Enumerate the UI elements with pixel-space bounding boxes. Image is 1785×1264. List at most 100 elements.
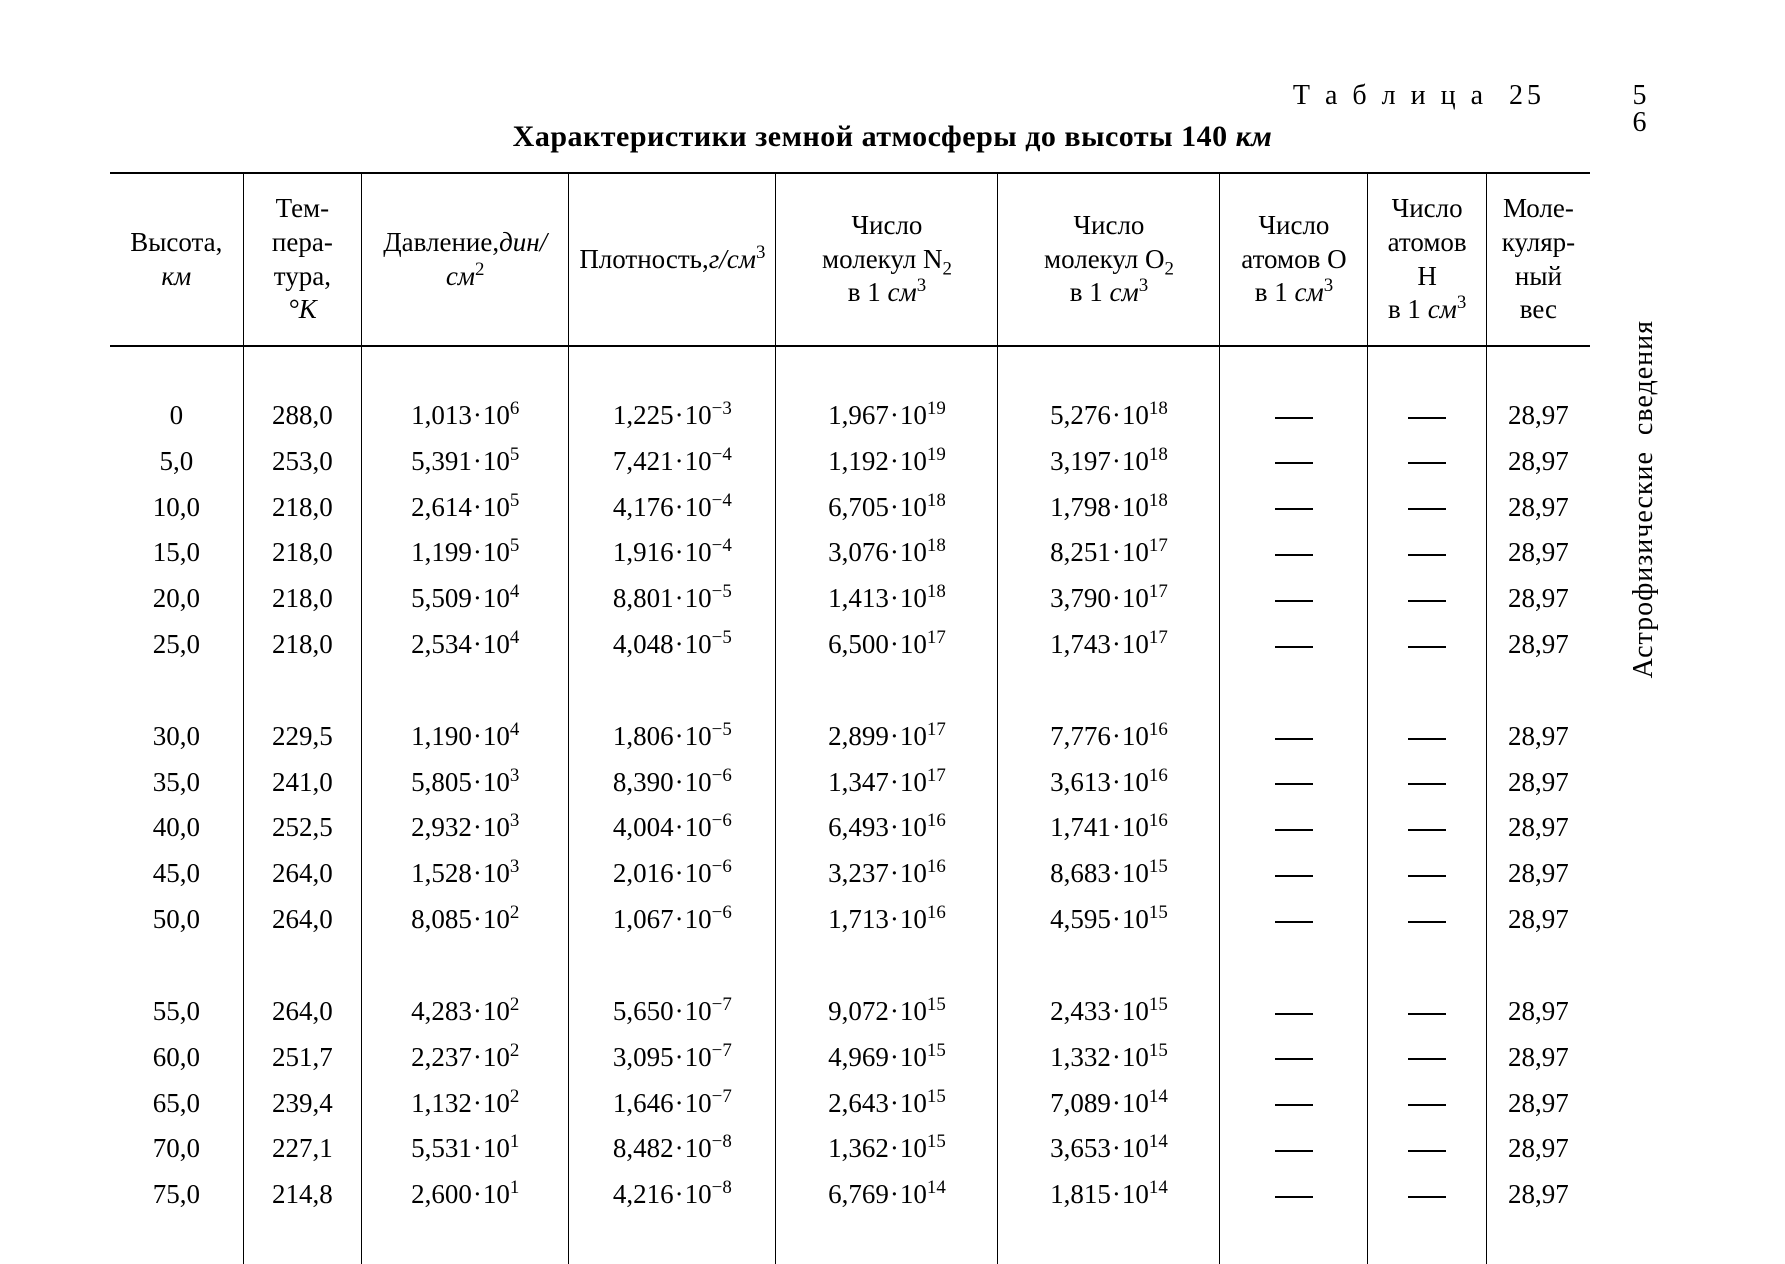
table-cell [1368,989,1486,1035]
table-row: 60,0251,72,237·1023,095·10−74,969·10151,… [110,1035,1590,1081]
table-row: 55,0264,04,283·1025,650·10−79,072·10152,… [110,989,1590,1035]
table-cell [1368,485,1486,531]
table-cell: 70,0 [110,1126,243,1172]
table-cell: 28,97 [1486,1035,1590,1081]
table-cell [1368,1081,1486,1127]
table-cell [1368,530,1486,576]
table-cell: 227,1 [243,1126,361,1172]
table-cell [1220,1126,1368,1172]
table-cell: 229,5 [243,714,361,760]
table-row: 70,0227,15,531·1018,482·10−81,362·10153,… [110,1126,1590,1172]
table-cell: 1,916·10−4 [569,530,776,576]
title-unit: км [1236,120,1273,153]
table-row: 30,0229,51,190·1041,806·10−52,899·10177,… [110,714,1590,760]
table-cell [1220,622,1368,668]
table-cell: 28,97 [1486,1172,1590,1218]
table-cell: 8,390·10−6 [569,760,776,806]
table-cell [1220,851,1368,897]
table-cell: 3,095·10−7 [569,1035,776,1081]
table-cell: 28,97 [1486,760,1590,806]
table-cell [1220,760,1368,806]
table-cell [1368,576,1486,622]
column-header: Высота,км [110,173,243,346]
table-cell: 264,0 [243,989,361,1035]
table-cell: 1,967·1019 [776,393,998,439]
table-cell: 5,276·1018 [998,393,1220,439]
table-cell: 6,705·1018 [776,485,998,531]
table-cell: 2,899·1017 [776,714,998,760]
table-cell: 1,815·1014 [998,1172,1220,1218]
table-cell: 218,0 [243,530,361,576]
table-cell: 1,798·1018 [998,485,1220,531]
table-cell: 2,643·1015 [776,1081,998,1127]
table-cell [1220,989,1368,1035]
column-header: Моле-куляр-ныйвес [1486,173,1590,346]
table-cell [1368,851,1486,897]
table-cell: 28,97 [1486,439,1590,485]
table-cell: 60,0 [110,1035,243,1081]
table-cell: 28,97 [1486,576,1590,622]
table-row: 65,0239,41,132·1021,646·10−72,643·10157,… [110,1081,1590,1127]
table-cell [1220,439,1368,485]
table-cell: 241,0 [243,760,361,806]
table-cell: 4,176·10−4 [569,485,776,531]
table-cell: 28,97 [1486,897,1590,943]
table-cell: 2,534·104 [362,622,569,668]
table-cell [1220,530,1368,576]
table-cell: 4,216·10−8 [569,1172,776,1218]
table-cell: 288,0 [243,393,361,439]
table-cell: 75,0 [110,1172,243,1218]
table-cell: 50,0 [110,897,243,943]
column-header: Числомолекул N2в 1 см3 [776,173,998,346]
table-cell: 6,500·1017 [776,622,998,668]
table-cell: 1,413·1018 [776,576,998,622]
table-cell: 1,190·104 [362,714,569,760]
table-row: 75,0214,82,600·1014,216·10−86,769·10141,… [110,1172,1590,1218]
table-cell: 252,5 [243,805,361,851]
table-cell: 3,197·1018 [998,439,1220,485]
table-cell: 28,97 [1486,714,1590,760]
table-header-row: Высота,кмТем-пера-тура,°KДавление,дин/см… [110,173,1590,346]
table-cell: 45,0 [110,851,243,897]
table-cell: 2,614·105 [362,485,569,531]
table-cell: 251,7 [243,1035,361,1081]
table-cell: 8,085·102 [362,897,569,943]
table-cell [1368,1035,1486,1081]
table-cell: 1,743·1017 [998,622,1220,668]
table-cell: 28,97 [1486,989,1590,1035]
table-cell [1368,714,1486,760]
table-cell: 1,528·103 [362,851,569,897]
table-cell: 264,0 [243,897,361,943]
table-cell: 5,0 [110,439,243,485]
table-cell [1220,805,1368,851]
table-cell: 2,016·10−6 [569,851,776,897]
column-header: Давление,дин/см2 [362,173,569,346]
table-cell: 10,0 [110,485,243,531]
table-cell: 65,0 [110,1081,243,1127]
table-cell: 1,806·10−5 [569,714,776,760]
table-cell: 8,482·10−8 [569,1126,776,1172]
column-header: ЧислоатомовHв 1 см3 [1368,173,1486,346]
table-cell: 218,0 [243,576,361,622]
table-cell: 1,013·106 [362,393,569,439]
table-cell: 28,97 [1486,485,1590,531]
table-cell: 3,613·1016 [998,760,1220,806]
table-cell: 8,801·10−5 [569,576,776,622]
table-cell: 1,225·10−3 [569,393,776,439]
table-cell [1220,393,1368,439]
table-cell: 3,790·1017 [998,576,1220,622]
table-cell: 5,805·103 [362,760,569,806]
table-cell: 35,0 [110,760,243,806]
table-cell: 218,0 [243,622,361,668]
table-cell: 3,076·1018 [776,530,998,576]
table-cell: 28,97 [1486,393,1590,439]
side-section-label: Астрофизические сведения [1628,320,1660,678]
table-cell: 4,048·10−5 [569,622,776,668]
table-cell: 7,776·1016 [998,714,1220,760]
table-cell: 28,97 [1486,851,1590,897]
table-row: 25,0218,02,534·1044,048·10−56,500·10171,… [110,622,1590,668]
table-cell: 15,0 [110,530,243,576]
table-cell: 4,595·1015 [998,897,1220,943]
table-cell [1368,760,1486,806]
table-cell: 7,089·1014 [998,1081,1220,1127]
